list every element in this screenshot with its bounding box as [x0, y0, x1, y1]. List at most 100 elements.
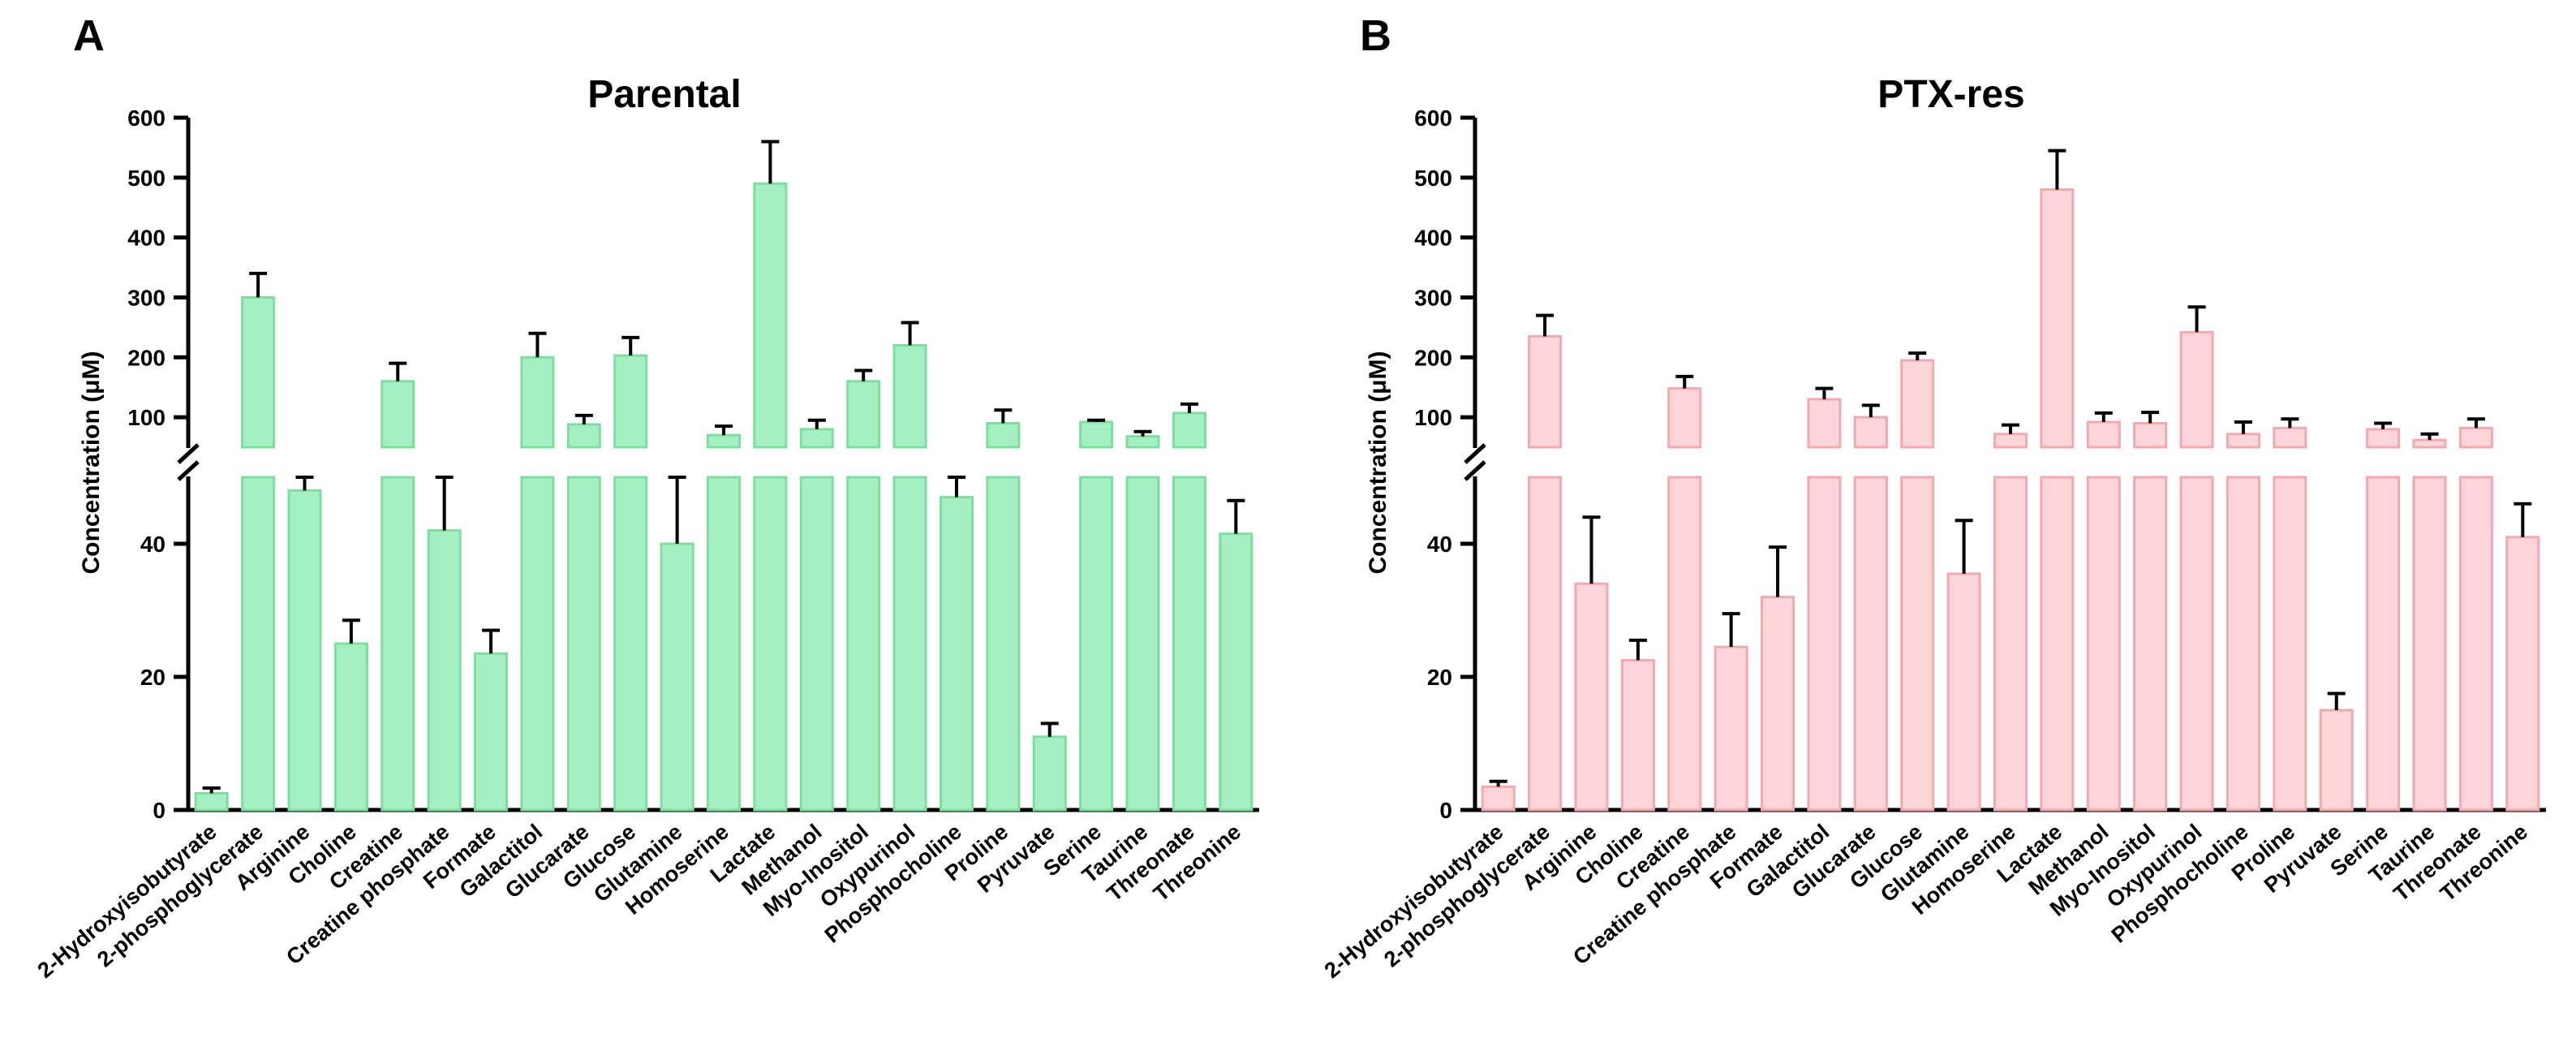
bar: [2366, 428, 2401, 449]
y-axis-title: Concentration (μM): [78, 351, 105, 575]
bar: [2040, 188, 2075, 449]
bar: [1079, 420, 1114, 449]
bar: [1620, 659, 1655, 812]
y-tick-label: 0: [153, 798, 166, 823]
bar-lower: [846, 476, 881, 812]
bar-group: Serine: [2325, 421, 2401, 881]
bar-lower: [2086, 476, 2121, 812]
y-tick-label: 400: [1414, 226, 1452, 251]
bar: [1714, 645, 1748, 812]
bar: [287, 489, 322, 812]
y-tick-label: 20: [140, 665, 166, 690]
bar: [474, 652, 509, 812]
bar: [1853, 416, 1888, 449]
bar: [613, 354, 648, 449]
bar-group: Serine: [1039, 418, 1114, 881]
y-tick-label: 200: [127, 345, 166, 370]
bar: [333, 642, 368, 812]
bars: 2-Hydroxyisobutyrate2-phosphoglycerateAr…: [33, 140, 1254, 983]
y-tick-label: 20: [1427, 665, 1452, 690]
y-tick-label: 40: [1427, 532, 1452, 557]
bar-lower: [381, 476, 415, 812]
bar-lower: [1172, 476, 1206, 812]
bar-lower: [520, 476, 555, 812]
bar: [427, 529, 462, 812]
bar: [986, 421, 1021, 449]
y-tick-label: 100: [127, 405, 166, 430]
bars: 2-Hydroxyisobutyrate2-phosphoglycerateAr…: [1320, 149, 2540, 983]
bar: [1528, 334, 1563, 449]
chart-title: Parental: [587, 73, 741, 116]
bar: [799, 428, 834, 449]
y-tick-label: 300: [1414, 285, 1452, 310]
bar: [1219, 532, 1254, 812]
bar: [2273, 426, 2307, 449]
bar: [846, 380, 881, 449]
bar: [892, 344, 927, 449]
bar-lower: [2366, 476, 2401, 812]
y-tick-label: 400: [127, 226, 166, 251]
bar-lower: [2133, 476, 2168, 812]
bar-lower: [2412, 476, 2447, 812]
bar: [1032, 735, 1067, 812]
bar: [2133, 421, 2168, 449]
bar: [2505, 536, 2540, 812]
bar-lower: [1807, 476, 1842, 812]
bar: [1172, 411, 1206, 449]
bar: [2086, 420, 2121, 449]
bar-lower: [1993, 476, 2028, 812]
axis-break-mark: [177, 443, 200, 464]
bar-lower: [566, 476, 601, 812]
bar-lower: [1853, 476, 1888, 812]
panel-ptx-res: B PTX-res Concentration (μM) 0 20 40 100 200…: [1320, 11, 2546, 983]
bar-lower: [2273, 476, 2307, 812]
bar-group: Proline: [940, 408, 1021, 885]
bar: [939, 496, 974, 812]
bar-lower: [613, 476, 648, 812]
bar: [1667, 387, 1702, 449]
bar: [1125, 435, 1160, 449]
bar: [1574, 582, 1609, 812]
bar-lower: [2226, 476, 2260, 812]
bar: [2319, 709, 2354, 812]
axis-break-mark: [177, 460, 200, 481]
y-tick-label: 500: [1414, 166, 1452, 191]
bar: [1807, 398, 1842, 449]
y-axis-title: Concentration (μM): [1365, 351, 1391, 575]
panel-parental: A Parental Concentration (μM) 0 20 40 100 20…: [33, 11, 1259, 983]
y-tick-label: 0: [1439, 798, 1452, 823]
bar: [660, 542, 695, 812]
bar: [381, 380, 415, 449]
axis-break-mark: [1464, 460, 1486, 481]
bar-lower: [241, 476, 276, 812]
chart-title: PTX-res: [1877, 73, 2024, 116]
bar-lower: [1079, 476, 1114, 812]
bar-lower: [1667, 476, 1702, 812]
bar: [566, 423, 601, 449]
bar-lower: [2458, 476, 2493, 812]
bar-lower: [986, 476, 1021, 812]
bar: [706, 433, 742, 449]
y-tick-label: 500: [127, 166, 166, 191]
bar: [2226, 433, 2260, 449]
bar-lower: [892, 476, 927, 812]
bar-lower: [753, 476, 788, 812]
y-tick-label: 600: [127, 106, 166, 131]
bar-lower: [2179, 476, 2214, 812]
y-tick-label: 300: [127, 285, 166, 310]
bar-lower: [706, 476, 742, 812]
bar-lower: [799, 476, 834, 812]
bar: [2458, 426, 2493, 449]
bar: [2412, 438, 2447, 449]
y-tick-label: 200: [1414, 345, 1452, 370]
bar-group: Galactitol: [455, 331, 555, 902]
bar: [1993, 433, 2028, 449]
bar-group: Creatine: [325, 361, 415, 894]
bar: [1761, 596, 1795, 812]
bar-lower: [1125, 476, 1160, 812]
bar-lower: [1900, 476, 1935, 812]
x-tick-label: 2-Hydroxyisobutyrate: [1320, 820, 1508, 983]
bar: [753, 182, 788, 449]
panel-letter: A: [73, 11, 105, 60]
